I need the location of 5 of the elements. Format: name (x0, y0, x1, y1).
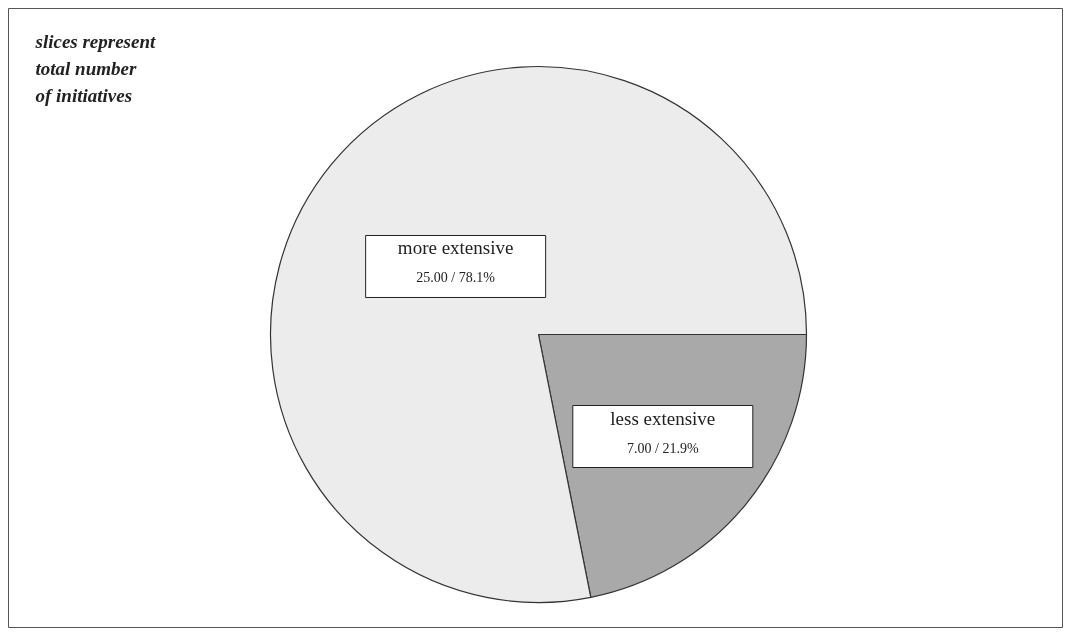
slice-label: less extensive (610, 407, 716, 429)
data-label: 25.00 / 78.1% (416, 270, 496, 286)
data-label: 7.00 / 21.9% (627, 440, 699, 456)
text: slices represent total number of initiatives (34, 30, 157, 107)
slice-label: more extensive (397, 237, 514, 259)
